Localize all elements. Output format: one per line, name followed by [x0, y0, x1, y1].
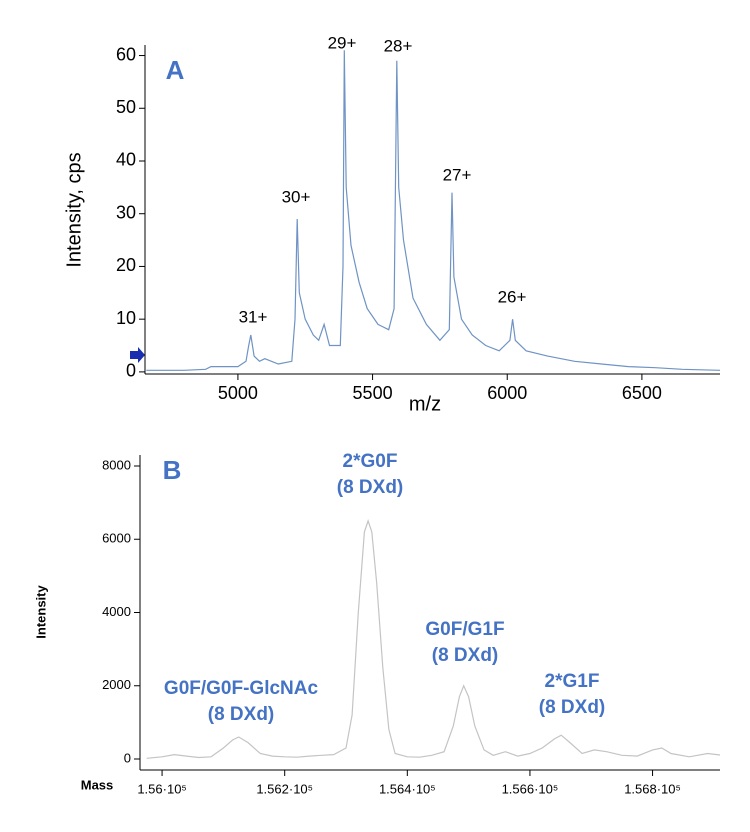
y-tick-label: 30 — [116, 202, 136, 222]
y-axis-label: Intensity — [33, 585, 48, 639]
y-tick-label: 0 — [124, 750, 131, 765]
y-tick-label: 8000 — [102, 457, 131, 472]
y-tick-label: 20 — [116, 255, 136, 275]
spectrum-line — [146, 50, 721, 371]
x-tick-label: 1.564·10⁵ — [379, 781, 436, 796]
x-tick-label: 1.566·10⁵ — [502, 781, 559, 796]
spectrum-line — [146, 519, 721, 759]
x-tick-label: 5000 — [218, 383, 258, 403]
y-tick-label: 10 — [116, 308, 136, 328]
y-tick-label: 4000 — [102, 604, 131, 619]
peak-annotation: 26+ — [498, 287, 527, 306]
x-axis-label: m/z — [409, 393, 441, 415]
peak-annotation: 27+ — [443, 165, 472, 184]
x-tick-label: 5500 — [353, 383, 393, 403]
y-tick-label: 0 — [126, 361, 136, 381]
peak-annotation: 28+ — [384, 36, 413, 55]
y-tick-label: 60 — [116, 44, 136, 64]
x-tick-label: 6500 — [622, 383, 662, 403]
baseline-arrow — [130, 347, 145, 363]
peak-annotation: G0F/G0F-GlcNAc — [164, 678, 319, 699]
x-axis-label: Mass — [81, 777, 114, 792]
y-tick-label: 50 — [116, 97, 136, 117]
y-tick-label: 6000 — [102, 531, 131, 546]
peak-annotation: 31+ — [239, 307, 268, 326]
peak-annotation: (8 DXd) — [539, 697, 606, 718]
y-axis-label: Intensity, cps — [63, 152, 85, 267]
peak-annotation: 29+ — [328, 33, 357, 52]
peak-annotation: (8 DXd) — [337, 477, 404, 498]
x-tick-label: 1.562·10⁵ — [256, 781, 313, 796]
y-tick-label: 40 — [116, 150, 136, 170]
x-tick-label: 1.568·10⁵ — [624, 781, 681, 796]
x-tick-label: 1.56·10⁵ — [137, 781, 186, 796]
x-tick-label: 6000 — [487, 383, 527, 403]
y-tick-label: 2000 — [102, 677, 131, 692]
panel-label: B — [163, 455, 182, 485]
panel-label: A — [166, 55, 185, 85]
peak-annotation: G0F/G1F — [425, 619, 504, 640]
peak-annotation: (8 DXd) — [208, 704, 275, 725]
peak-annotation: 2*G0F — [343, 451, 398, 472]
peak-annotation: 30+ — [282, 187, 311, 206]
peak-annotation: 2*G1F — [545, 671, 600, 692]
peak-annotation: (8 DXd) — [432, 645, 499, 666]
